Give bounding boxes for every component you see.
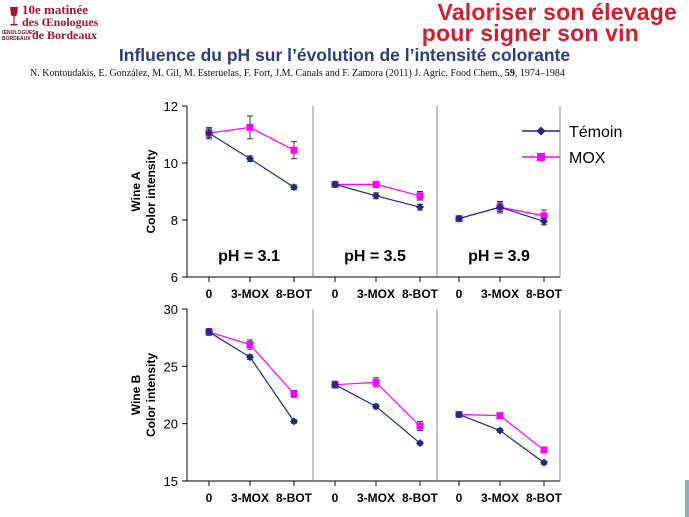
y-tick-label: 6: [171, 270, 178, 285]
x-tick-label: 8-BOT: [402, 491, 439, 505]
temoin-point: [496, 426, 504, 435]
panel-ph-label: pH = 3.1: [218, 248, 280, 265]
x-tick-label: 0: [206, 491, 213, 505]
y-tick-label: 20: [164, 417, 178, 432]
legend-marker-diamond: [536, 126, 546, 136]
temoin-point: [416, 203, 424, 212]
legend-label: Témoin: [569, 124, 622, 141]
mox-point: [416, 192, 424, 200]
wine-glass-icon: [10, 7, 18, 26]
temoin-point: [372, 191, 380, 200]
temoin-point: [540, 217, 548, 226]
temoin-point: [455, 214, 463, 223]
logo-line-1: 10e matinée: [22, 2, 89, 17]
series-line-temoin: [458, 413, 545, 464]
y-tick-label: 30: [164, 302, 178, 317]
mox-point: [246, 123, 254, 131]
y-axis-label-wine: Wine A: [129, 171, 143, 211]
panel-ph-label: pH = 3.5: [344, 248, 406, 265]
mox-point: [540, 446, 548, 454]
temoin-point: [205, 327, 213, 336]
mox-point: [372, 180, 380, 188]
mox-point: [496, 412, 504, 420]
logo-line-2: des Œnologues: [22, 15, 99, 29]
y-tick-label: 15: [164, 474, 178, 489]
mox-point: [290, 146, 298, 154]
citation-pages: , 1974–1984: [514, 68, 565, 79]
y-tick-label: 8: [171, 213, 178, 228]
x-tick-label: 3-MOX: [357, 287, 395, 301]
mox-point: [290, 390, 298, 398]
y-axis-label-wine: Wine B: [129, 374, 143, 415]
x-tick-label: 0: [456, 491, 463, 505]
slogan-line-1: Valoriser son élevage: [437, 0, 677, 25]
temoin-point: [455, 410, 463, 419]
y-tick-label: 25: [164, 359, 178, 374]
logo-line-3: de Bordeaux: [32, 28, 98, 42]
x-tick-label: 3-MOX: [231, 287, 269, 301]
mox-point: [416, 422, 424, 430]
panel-ph-label: pH = 3.9: [468, 248, 530, 265]
x-tick-label: 3-MOX: [231, 491, 269, 505]
citation: N. Kontoudakis, E. González, M. Gil, M. …: [30, 68, 565, 79]
temoin-point: [372, 402, 380, 411]
x-tick-label: 3-MOX: [481, 287, 519, 301]
y-tick-label: 10: [164, 156, 178, 171]
y-axis-label: Color intensity: [144, 149, 158, 233]
x-tick-label: 0: [456, 287, 463, 301]
decorative-strip: [685, 480, 689, 517]
temoin-point: [331, 180, 339, 189]
x-tick-label: 8-BOT: [526, 287, 563, 301]
organizer-logo: 10e matinée des Œnologues de Bordeaux ŒN…: [2, 2, 98, 42]
x-tick-label: 0: [332, 491, 339, 505]
y-tick-label: 12: [164, 99, 178, 114]
x-tick-label: 3-MOX: [357, 491, 395, 505]
temoin-point: [290, 183, 298, 192]
x-tick-label: 0: [332, 287, 339, 301]
y-axis-label: Color intensity: [144, 353, 158, 437]
mox-point: [540, 212, 548, 220]
x-tick-label: 8-BOT: [402, 287, 439, 301]
temoin-point: [331, 380, 339, 389]
temoin-point: [496, 203, 504, 212]
temoin-point: [416, 439, 424, 448]
mox-point: [372, 378, 380, 386]
x-tick-label: 0: [206, 287, 213, 301]
logo-subtext: ŒNOLOGUES BORDEAUX: [2, 30, 36, 42]
citation-authors: N. Kontoudakis, E. González, M. Gil, M. …: [30, 68, 505, 79]
citation-volume: 59: [504, 68, 515, 79]
x-tick-label: 8-BOT: [526, 491, 563, 505]
slide-title: Influence du pH sur l’évolution de l’int…: [118, 45, 571, 65]
x-tick-label: 3-MOX: [481, 491, 519, 505]
x-tick-label: 8-BOT: [276, 287, 313, 301]
slogan-line-2: pour signer son vin: [421, 20, 639, 46]
legend-marker-square: [537, 153, 545, 161]
temoin-point: [290, 417, 298, 426]
mox-point: [246, 341, 254, 349]
x-tick-label: 8-BOT: [276, 491, 313, 505]
temoin-point: [246, 154, 254, 163]
temoin-point: [205, 129, 213, 138]
temoin-point: [540, 458, 548, 467]
temoin-point: [246, 353, 254, 362]
legend-label: MOX: [569, 150, 606, 167]
